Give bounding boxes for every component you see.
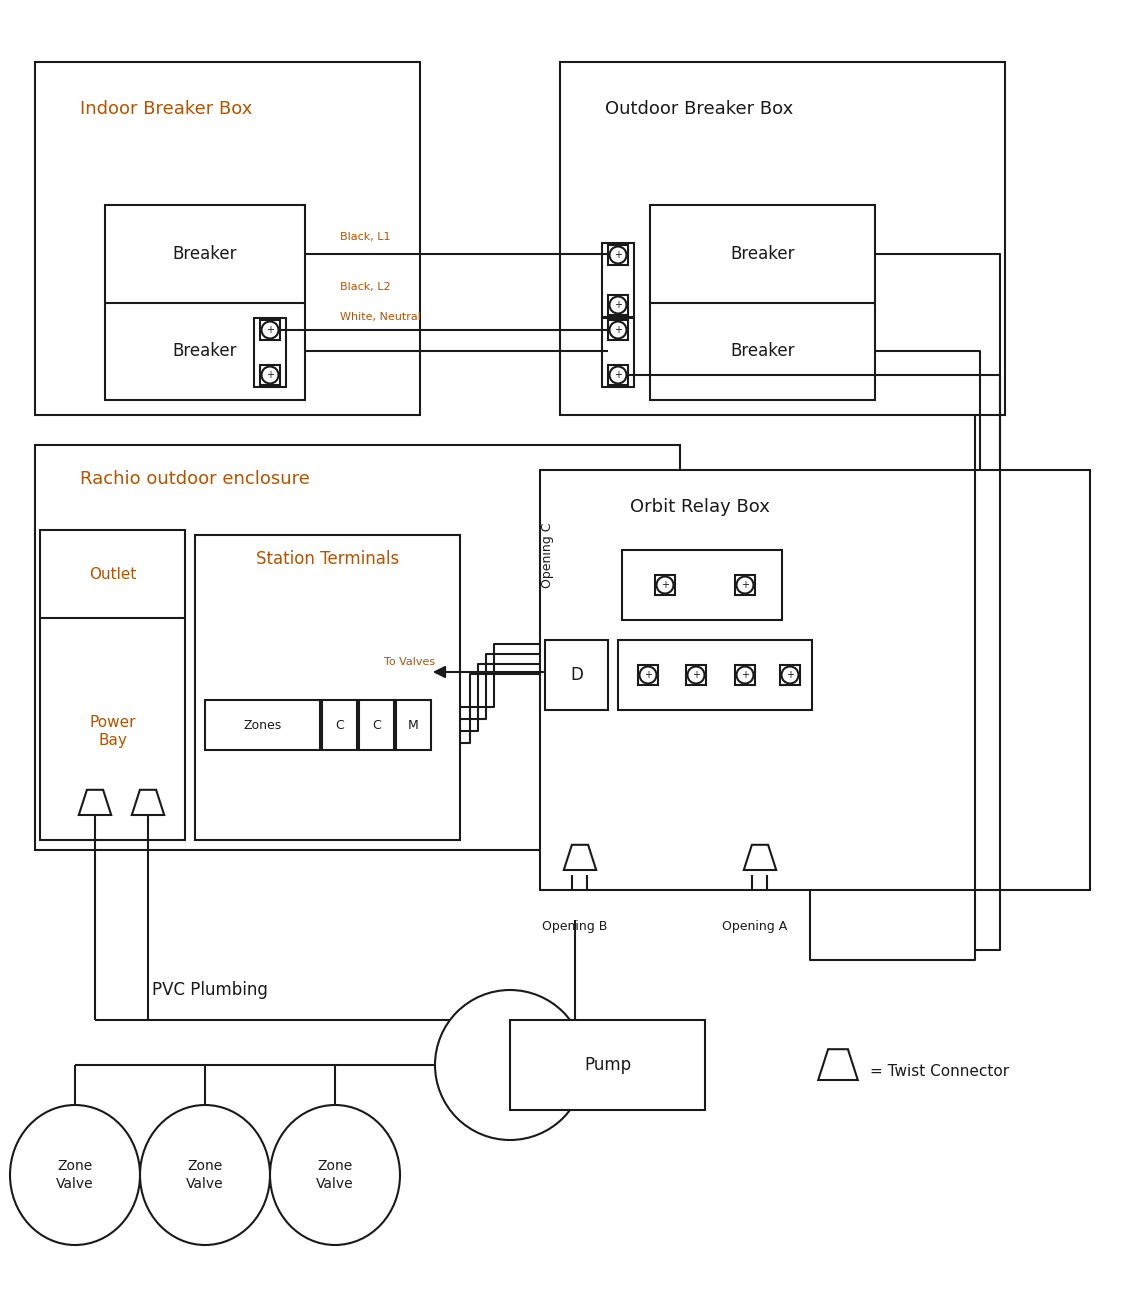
Text: +: + [692,670,700,680]
Bar [396,700,431,750]
Bar [540,470,1090,890]
Text: +: + [662,580,669,590]
Bar [608,365,628,385]
Text: C: C [372,718,381,731]
Circle shape [657,576,674,593]
Bar [650,205,875,400]
Circle shape [261,322,279,339]
Text: D: D [570,666,583,684]
Bar [205,700,320,750]
Bar [322,700,357,750]
Text: Power
Bay: Power Bay [89,714,136,748]
Bar [638,664,658,685]
Polygon shape [744,844,776,871]
Text: +: + [786,670,794,680]
Text: M: M [408,718,418,731]
Bar [608,295,628,315]
Bar [35,62,420,415]
Text: +: + [741,670,749,680]
Bar [655,575,675,595]
Text: Zone
Valve: Zone Valve [56,1159,93,1191]
Circle shape [610,322,627,339]
Text: Opening B: Opening B [542,920,608,934]
Bar [780,664,800,685]
Text: +: + [266,370,274,379]
Polygon shape [79,790,111,815]
Bar [735,664,755,685]
Circle shape [610,297,627,314]
Bar [608,246,628,265]
Circle shape [261,366,279,383]
Circle shape [610,366,627,383]
Bar [735,575,755,595]
Ellipse shape [270,1106,400,1245]
Bar [544,639,608,710]
Bar [195,534,460,840]
Bar [608,320,628,340]
Text: Breaker: Breaker [730,244,794,263]
Bar [105,205,305,400]
Text: +: + [614,299,622,310]
Text: PVC Plumbing: PVC Plumbing [152,981,268,999]
Bar [602,318,634,387]
Text: C: C [335,718,344,731]
Text: Breaker: Breaker [173,244,237,263]
Circle shape [435,990,585,1140]
Circle shape [737,576,754,593]
Text: +: + [614,249,622,260]
Circle shape [639,667,657,684]
Text: White, Neutral: White, Neutral [340,312,421,322]
Text: Black, L2: Black, L2 [340,282,390,291]
Text: Zones: Zones [243,718,281,731]
Text: +: + [614,326,622,335]
Polygon shape [564,844,596,871]
Text: Pump: Pump [584,1056,631,1074]
Circle shape [737,667,754,684]
Text: +: + [614,370,622,379]
Text: Station Terminals: Station Terminals [255,550,399,569]
Text: Opening A: Opening A [722,920,787,934]
Text: +: + [266,326,274,335]
Text: Breaker: Breaker [173,343,237,360]
Text: Rachio outdoor enclosure: Rachio outdoor enclosure [80,470,309,488]
Bar [510,1020,705,1109]
Bar [254,318,286,387]
Text: Outdoor Breaker Box: Outdoor Breaker Box [605,100,793,118]
Bar [359,700,394,750]
Text: Outlet: Outlet [89,566,136,582]
Text: Opening C: Opening C [541,523,555,588]
Text: To Valves: To Valves [384,656,435,667]
Bar [686,664,706,685]
Bar [35,445,680,850]
Text: +: + [741,580,749,590]
Ellipse shape [140,1106,270,1245]
Circle shape [610,247,627,264]
Bar [40,530,184,840]
Text: +: + [644,670,652,680]
Circle shape [687,667,704,684]
Text: Zone
Valve: Zone Valve [187,1159,224,1191]
Bar [560,62,1005,415]
Bar [618,639,812,710]
Bar [260,320,280,340]
Bar [260,365,280,385]
Polygon shape [818,1049,857,1081]
Text: Zone
Valve: Zone Valve [316,1159,353,1191]
Text: Black, L1: Black, L1 [340,232,390,242]
Text: Orbit Relay Box: Orbit Relay Box [630,498,770,516]
Text: Indoor Breaker Box: Indoor Breaker Box [80,100,252,118]
Ellipse shape [10,1106,140,1245]
Text: Breaker: Breaker [730,343,794,360]
Polygon shape [132,790,164,815]
Text: = Twist Connector: = Twist Connector [870,1065,1009,1079]
Circle shape [782,667,799,684]
Bar [622,550,782,620]
Bar [602,243,634,316]
